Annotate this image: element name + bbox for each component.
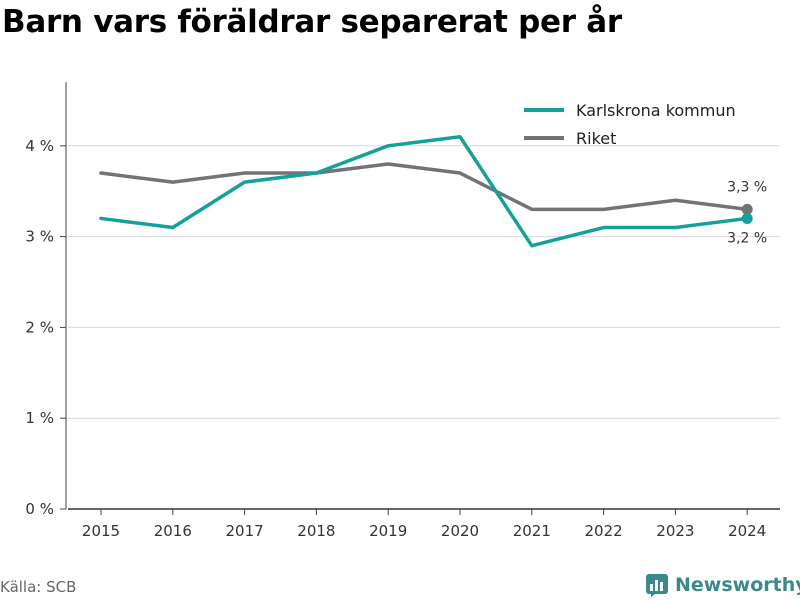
newsworthy-logo-icon (646, 574, 668, 597)
series-line (99, 162, 749, 212)
x-tick-label: 2021 (513, 522, 551, 540)
grid-lines (68, 145, 780, 419)
axes: 0 % 1 % 2 % 3 % 4 % 2015 2016 2017 2018 2019 2020 2… (25, 82, 780, 540)
chart-title: Barn vars föräldrar separerat per år (2, 4, 622, 40)
x-tick-label: 2019 (369, 522, 407, 540)
x-tick-label: 2023 (656, 522, 694, 540)
x-tick-label: 2020 (441, 522, 479, 540)
x-tick-label: 2018 (297, 522, 335, 540)
x-tick-label: 2015 (82, 522, 120, 540)
y-tick-label: 2 % (25, 318, 54, 336)
end-value-label: 3,3 % (727, 179, 767, 195)
legend-label: Riket (576, 129, 616, 148)
end-value-label: 3,2 % (727, 230, 767, 246)
source-note: Källa: SCB (0, 578, 77, 596)
x-tick-label: 2016 (154, 522, 192, 540)
series-line (99, 134, 749, 248)
end-point-marker (741, 203, 753, 215)
y-tick-label: 3 % (25, 228, 54, 246)
series-lines: 3,3 % 3,2 % (99, 134, 767, 248)
end-point-marker (741, 212, 753, 224)
y-tick-label: 4 % (25, 137, 54, 155)
x-tick-label: 2017 (226, 522, 264, 540)
brand-name: Newsworthy (675, 574, 800, 596)
brand: Newsworthy (645, 571, 800, 599)
x-tick-label: 2022 (585, 522, 623, 540)
legend-label: Karlskrona kommun (576, 101, 736, 120)
y-tick-label: 0 % (25, 500, 54, 518)
y-tick-label: 1 % (25, 409, 54, 427)
legend: Karlskrona kommun Riket (524, 101, 736, 148)
x-tick-label: 2024 (728, 522, 766, 540)
